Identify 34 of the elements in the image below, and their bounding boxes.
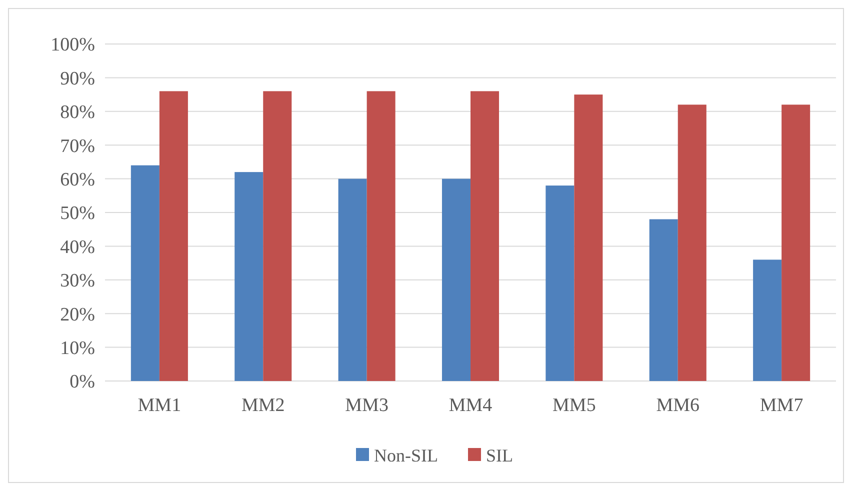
bar — [678, 104, 706, 381]
bar — [263, 91, 292, 381]
x-tick-label: MM1 — [138, 395, 182, 416]
bar — [753, 260, 782, 381]
bar — [782, 104, 810, 381]
x-tick-label: MM4 — [448, 395, 493, 416]
legend-label: Non-SIL — [374, 445, 438, 466]
y-tick-label: 100% — [50, 34, 96, 56]
y-tick-label: 20% — [60, 304, 96, 326]
bar — [470, 91, 500, 381]
bar — [546, 186, 574, 381]
y-tick-label: 30% — [60, 270, 96, 292]
y-tick-label: 90% — [60, 68, 96, 90]
y-tick-label: 70% — [60, 136, 96, 157]
x-tick-label: MM5 — [552, 395, 596, 416]
legend-label: SIL — [486, 445, 513, 466]
bar — [338, 178, 367, 381]
bar — [649, 219, 678, 381]
x-tick-label: MM3 — [345, 395, 388, 416]
y-tick-label: 0% — [70, 372, 96, 393]
bar — [574, 94, 603, 381]
bar — [234, 172, 264, 381]
y-tick-label: 80% — [60, 102, 96, 124]
y-tick-label: 60% — [60, 169, 96, 190]
x-tick-label: MM6 — [656, 395, 700, 416]
bar — [130, 165, 160, 381]
y-tick-label: 40% — [60, 236, 96, 258]
x-tick-label: MM7 — [760, 395, 804, 416]
bar — [442, 178, 470, 381]
y-tick-label: 50% — [60, 203, 96, 224]
bar — [366, 91, 396, 381]
y-tick-label: 10% — [60, 338, 96, 359]
x-tick-label: MM2 — [241, 395, 285, 416]
bar — [159, 91, 188, 381]
